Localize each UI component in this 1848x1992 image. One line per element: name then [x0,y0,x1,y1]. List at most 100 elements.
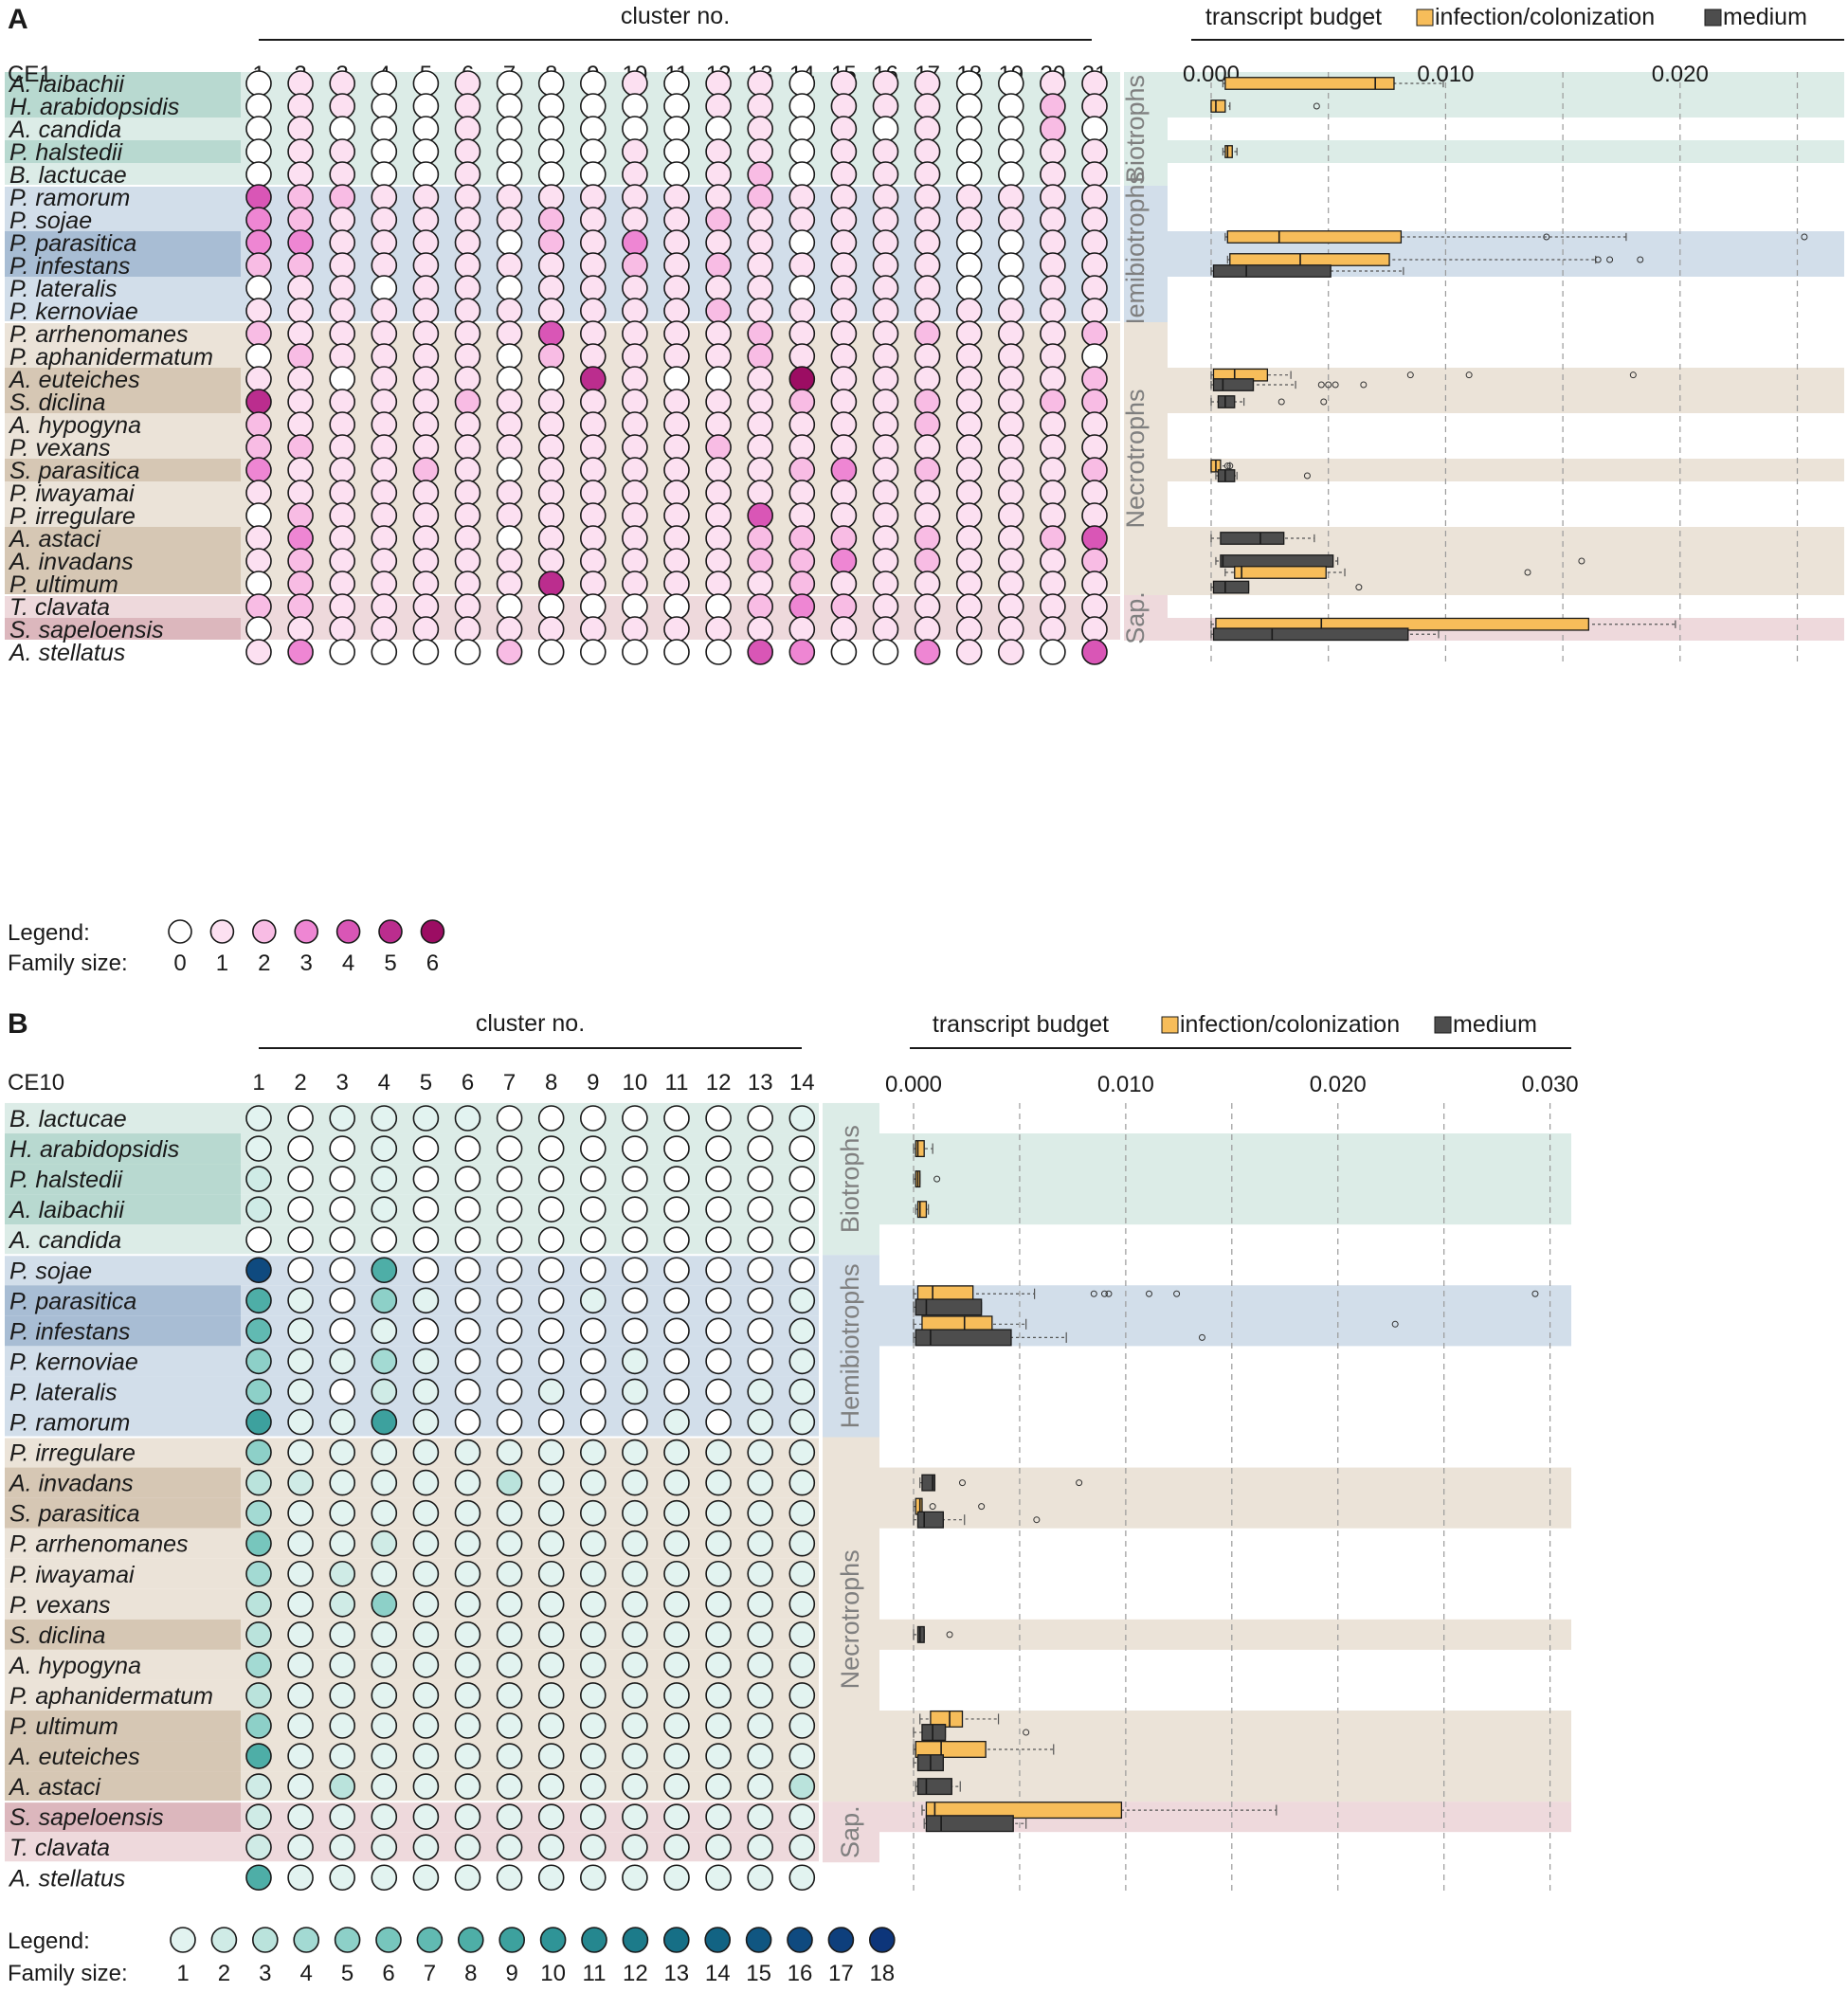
family-size-dot [579,1864,607,1892]
family-size-dot [663,1499,690,1527]
family-size-dot [245,616,272,643]
infection-box [1210,100,1226,113]
family-size-dot [496,1287,523,1314]
family-size-dot [747,570,774,597]
family-size-dot [496,616,523,643]
family-size-dot [287,1803,314,1830]
cluster-number: 4 [378,1070,390,1096]
species-band-name [5,1558,241,1589]
group-strip [823,1802,879,1863]
family-size-dot [788,502,816,529]
family-size-dot [872,161,899,188]
legend-medium-label: medium [1453,1011,1537,1038]
family-size-dot [705,411,732,438]
cluster-number: 14 [789,1070,815,1096]
panel-letter: B [8,1008,28,1040]
family-size-dot [537,570,565,597]
species-band-name [5,390,241,413]
family-size-dot [872,593,899,620]
family-size-dot [998,502,1024,529]
family-size-dot [412,457,440,483]
family-size-dot [747,1773,774,1800]
family-size-dot [412,343,440,370]
family-size-dot [579,1226,607,1253]
family-size-dot [537,639,565,665]
species-name: A. euteiches [8,1744,140,1770]
family-size-dot [287,1499,314,1527]
family-size-dot [788,1469,816,1496]
family-size-dot [1081,480,1108,506]
family-size-dot [579,616,607,643]
family-size-dot [496,70,523,97]
family-size-dot [663,1317,690,1345]
family-size-dot [872,252,899,279]
family-size-dot [705,1773,732,1800]
family-size-dot [663,1530,690,1557]
family-size-dot [663,320,690,347]
family-size-dot [998,184,1024,210]
family-size-dot [245,1773,272,1800]
box-outlier [1391,1320,1399,1328]
family-size-dot [622,1469,648,1496]
family-size-dot [287,320,314,347]
family-size-dot [788,1317,816,1345]
cluster-header: cluster no. [476,1010,585,1037]
family-size-dot [705,548,732,574]
species-name: P. lateralis [9,1379,118,1405]
family-size-dot [287,1864,314,1892]
family-size-dot [788,366,816,392]
family-size-dot [287,525,314,552]
family-size-dot [747,116,774,142]
family-size-dot [1040,138,1066,165]
family-size-dot [872,70,899,97]
family-size-dot [412,1773,440,1800]
family-size-dot [412,366,440,392]
species-band-row [241,1497,819,1529]
family-size-dot [579,1743,607,1769]
family-size-dot [955,457,983,483]
family-size-dot [1081,502,1108,529]
family-size-dot [914,93,941,119]
family-size-dot [287,1530,314,1557]
family-size-dot [622,434,648,461]
family-size-dot [537,1196,565,1222]
family-size-dot [329,411,356,438]
family-size-dot [747,1317,774,1345]
family-size-dot [329,639,356,665]
family-size-dot [537,502,565,529]
legend-size-label: 7 [424,1961,436,1986]
family-size-dot [412,1591,440,1618]
family-size-dot [622,1196,648,1222]
family-size-dot [747,1287,774,1314]
family-size-dot [245,548,272,574]
family-size-dot [329,1287,356,1314]
legend-size-label: 11 [583,1961,607,1986]
family-size-dot [371,1226,398,1253]
family-size-dot [287,1287,314,1314]
family-size-dot [622,1652,648,1678]
family-size-dot [955,161,983,188]
family-size-dot [955,184,983,210]
family-size-dot [496,1621,523,1648]
medium-box [1217,395,1236,408]
family-size-dot [1040,389,1066,415]
family-size-dot [454,525,481,552]
family-size-dot [788,639,816,665]
species-name: P. aphanidermatum [9,1683,213,1710]
family-size-dot [788,161,816,188]
family-size-dot [371,207,398,233]
family-size-dot [454,1287,481,1314]
family-size-dot [1081,70,1108,97]
family-size-dot [245,116,272,142]
family-size-dot [537,207,565,233]
family-size-dot [412,93,440,119]
family-size-dot [245,138,272,165]
family-size-dot [496,138,523,165]
family-size-dot [287,411,314,438]
family-size-dot [454,207,481,233]
family-size-dot [705,434,732,461]
family-size-dot [454,1166,481,1192]
family-size-dot [998,207,1024,233]
family-size-dot [245,229,272,256]
